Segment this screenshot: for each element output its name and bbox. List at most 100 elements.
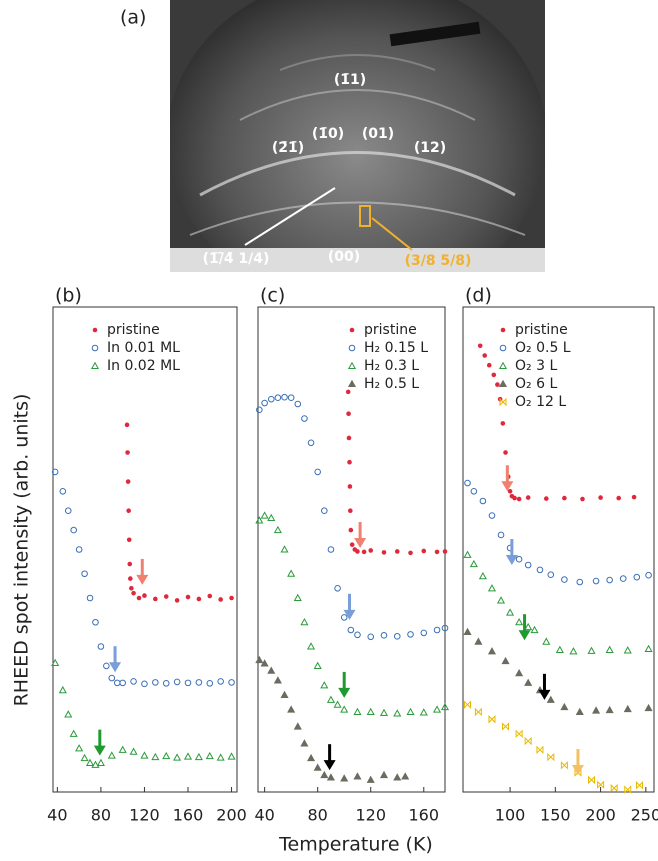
marker xyxy=(463,550,472,558)
marker xyxy=(227,752,236,760)
marker xyxy=(433,626,441,634)
arrow-head xyxy=(518,630,531,641)
arrow-head xyxy=(505,555,518,566)
transition-arrow xyxy=(338,671,351,698)
x-tick-label: 120 xyxy=(129,806,160,825)
marker xyxy=(598,495,603,500)
marker xyxy=(463,627,472,636)
annotation: (1̄0) xyxy=(312,126,344,142)
marker xyxy=(280,545,289,553)
marker xyxy=(434,549,440,555)
annotation: (01) xyxy=(362,126,394,142)
marker xyxy=(547,752,555,762)
panel-label: (b) xyxy=(55,285,82,307)
marker xyxy=(320,770,329,779)
legend-marker xyxy=(92,327,98,333)
marker xyxy=(470,488,478,495)
marker xyxy=(196,596,202,602)
marker xyxy=(580,496,585,502)
marker xyxy=(313,661,322,669)
marker xyxy=(162,751,171,760)
marker xyxy=(64,507,72,515)
legend-label: pristine xyxy=(364,322,417,338)
legend-label: H₂ 0.15 L xyxy=(364,340,428,356)
marker xyxy=(644,703,653,712)
marker xyxy=(353,707,362,716)
marker xyxy=(464,479,471,487)
legend-marker xyxy=(498,361,508,370)
marker xyxy=(379,708,389,717)
marker xyxy=(334,585,341,592)
marker xyxy=(393,773,402,781)
annotation: (12) xyxy=(414,140,446,156)
highlight-box xyxy=(359,205,371,227)
marker xyxy=(408,550,413,556)
marker xyxy=(479,497,487,505)
marker xyxy=(75,546,83,553)
marker xyxy=(379,770,389,779)
marker xyxy=(561,576,568,583)
annotation: (1̄/̄4̄ 1/4) xyxy=(203,251,270,267)
arrow-head xyxy=(338,687,351,698)
marker xyxy=(347,484,353,489)
marker xyxy=(51,468,59,476)
marker xyxy=(592,706,601,714)
marker xyxy=(512,495,517,501)
marker xyxy=(326,773,335,781)
arrow-head xyxy=(538,689,551,700)
marker xyxy=(491,372,497,378)
marker xyxy=(506,608,515,616)
marker xyxy=(300,739,309,747)
marker xyxy=(633,573,641,581)
transition-arrow xyxy=(518,614,531,641)
marker xyxy=(85,758,95,766)
marker xyxy=(353,772,362,780)
marker xyxy=(486,362,492,368)
marker xyxy=(407,631,414,638)
marker xyxy=(281,393,288,401)
marker xyxy=(421,548,427,554)
marker xyxy=(320,681,329,689)
marker xyxy=(524,561,532,569)
marker xyxy=(346,411,351,417)
marker xyxy=(103,662,110,670)
arrow-head xyxy=(323,760,336,771)
arrow-head xyxy=(354,538,367,549)
x-tick-label: 160 xyxy=(409,806,440,825)
marker xyxy=(631,494,637,500)
annotation: (3/8 5/8) xyxy=(405,253,472,269)
legend-label: In 0.01 ML xyxy=(107,340,180,356)
marker xyxy=(267,666,276,674)
marker xyxy=(184,679,192,687)
marker xyxy=(503,450,508,455)
marker xyxy=(91,760,100,768)
marker xyxy=(469,559,478,568)
marker xyxy=(488,512,496,519)
marker xyxy=(126,537,132,543)
marker xyxy=(185,594,191,600)
annotation: (00) xyxy=(328,249,360,265)
marker xyxy=(130,678,137,685)
marker xyxy=(569,647,578,655)
marker xyxy=(307,439,315,447)
marker xyxy=(515,668,524,677)
marker xyxy=(217,678,224,685)
marker xyxy=(125,450,130,455)
marker xyxy=(497,531,505,539)
annotation: (1̄1) xyxy=(334,72,366,88)
x-axis-label: Temperature (K) xyxy=(278,834,433,856)
legend-label: O₂ 6 L xyxy=(515,376,557,392)
marker xyxy=(127,561,133,567)
legend-marker xyxy=(348,344,356,352)
marker xyxy=(64,710,73,718)
marker xyxy=(487,647,497,655)
marker xyxy=(597,780,605,789)
marker xyxy=(108,674,116,682)
marker xyxy=(347,459,352,465)
marker xyxy=(525,495,531,500)
marker xyxy=(113,679,121,687)
legend-marker xyxy=(347,361,357,370)
marker xyxy=(474,707,482,717)
marker xyxy=(562,495,567,501)
marker xyxy=(152,679,159,686)
